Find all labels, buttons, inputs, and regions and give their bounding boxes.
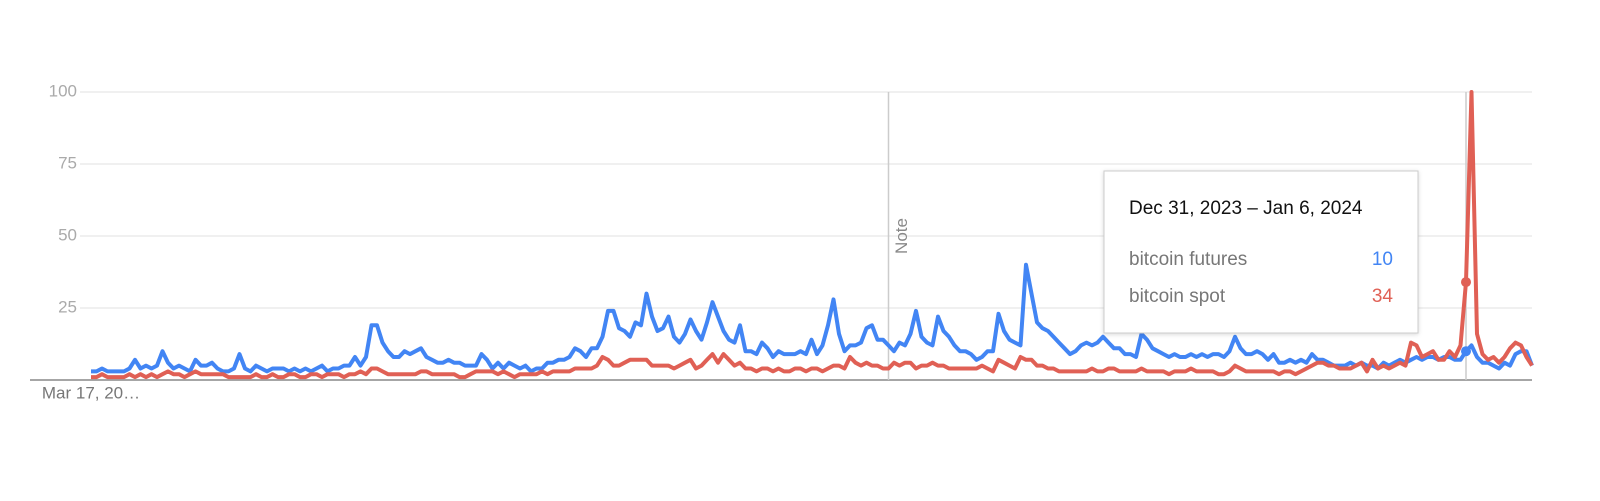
tooltip-box bbox=[1103, 170, 1419, 334]
tooltip-value: 34 bbox=[1372, 286, 1394, 307]
series-line bbox=[91, 262, 1534, 374]
y-tick-label: 100 bbox=[49, 81, 77, 100]
tooltip-series-name: bitcoin spot bbox=[1129, 286, 1226, 307]
y-tick-label: 75 bbox=[58, 153, 77, 172]
tooltip: Dec 31, 2023 – Jan 6, 2024 bitcoin future… bbox=[1103, 170, 1419, 334]
hover-point bbox=[1461, 277, 1471, 288]
y-tick-label: 50 bbox=[58, 225, 77, 244]
y-tick-label: 25 bbox=[58, 297, 77, 316]
tooltip-series-name: bitcoin futures bbox=[1129, 249, 1247, 270]
series-line bbox=[91, 90, 1534, 380]
hover-point bbox=[1461, 346, 1471, 357]
x-tick-label: Mar 17, 20… bbox=[42, 383, 140, 402]
tooltip-value: 10 bbox=[1372, 249, 1393, 270]
tooltip-title: Dec 31, 2023 – Jan 6, 2024 bbox=[1129, 198, 1363, 219]
annotation-label: Note bbox=[892, 218, 911, 254]
